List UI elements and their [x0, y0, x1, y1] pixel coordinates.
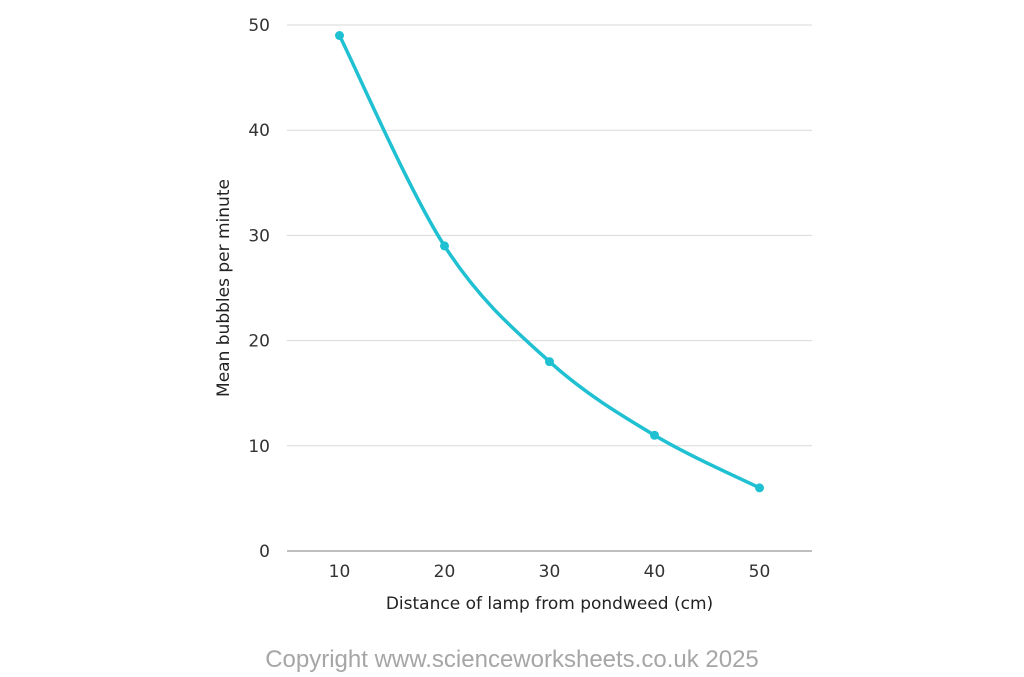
y-tick-label: 40: [248, 121, 270, 141]
y-tick-label: 20: [248, 332, 270, 352]
y-tick-label: 0: [259, 542, 270, 562]
series-line: [337, 33, 762, 490]
data-point: [545, 357, 554, 367]
series: [335, 31, 764, 493]
y-tick-label: 50: [248, 16, 270, 36]
y-tick-labels: 0 10 20 30 40 50: [248, 16, 270, 562]
x-tick-label: 30: [539, 562, 561, 582]
gridlines: [287, 24, 812, 447]
y-tick-label: 10: [248, 437, 270, 457]
x-tick-label: 10: [329, 562, 351, 582]
x-tick-labels: 10 20 30 40 50: [329, 562, 771, 582]
data-point: [650, 430, 659, 440]
copyright-footer: Copyright www.scienceworksheets.co.uk 20…: [265, 646, 759, 673]
data-point: [755, 483, 764, 493]
y-tick-label: 30: [248, 226, 270, 246]
x-tick-label: 50: [749, 562, 771, 582]
y-axis-title: Mean bubbles per minute: [214, 179, 234, 397]
x-tick-label: 20: [434, 562, 456, 582]
data-point: [335, 31, 344, 41]
data-point: [440, 241, 449, 251]
x-axis-title: Distance of lamp from pondweed (cm): [386, 594, 713, 614]
x-tick-label: 40: [644, 562, 666, 582]
